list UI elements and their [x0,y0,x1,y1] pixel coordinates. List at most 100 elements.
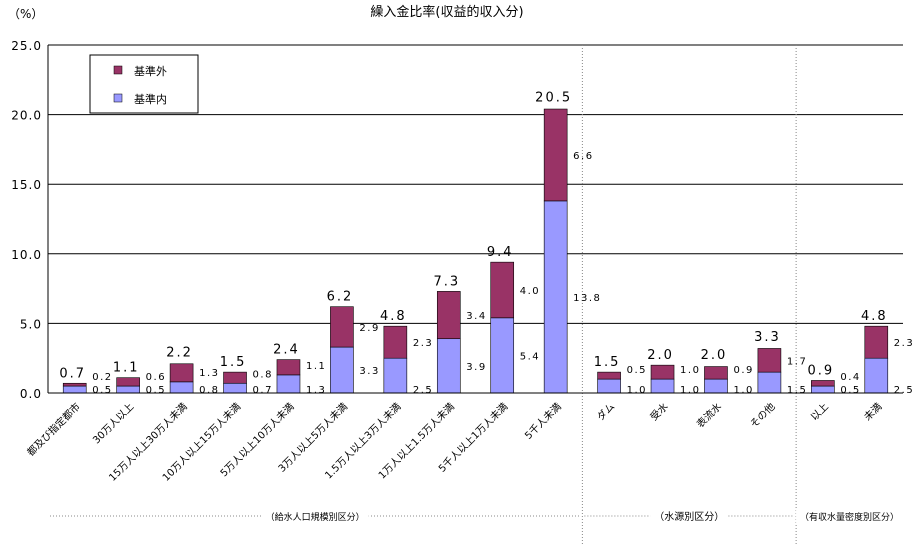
bar-segment-inside [276,374,301,394]
group-label-bg [261,508,369,524]
segment-value-label: 1.0 [627,385,647,396]
x-tick-label: 未満 [862,401,885,424]
segment-value-label: 2.3 [413,338,433,349]
bar-segment-inside [223,382,247,394]
segment-value-label: 2.5 [894,385,914,396]
segment-value-label: 1.0 [680,385,700,396]
bar-segment-outside [811,380,835,387]
segment-value-label: 1.3 [306,385,326,396]
legend-label-outside: 基準外 [134,64,167,78]
y-tick-label: 15.0 [11,178,42,192]
total-value-label: 2.2 [166,345,193,360]
bar-segment-outside [436,291,461,340]
group-label-bg [796,508,904,524]
bar-segment-outside [597,371,621,380]
unit-label: （%） [8,7,43,21]
total-value-label: 4.8 [380,309,407,324]
bar-segment-outside [116,377,140,387]
bar-segment-inside [169,381,194,394]
segment-value-label: 1.0 [733,385,753,396]
segment-value-label: 0.5 [840,385,860,396]
legend-label-inside: 基準内 [134,92,167,106]
group-label-bg [650,508,729,524]
segment-value-label: 0.4 [840,372,860,383]
bar-segment-inside [757,371,782,394]
data-labels: 0.50.20.70.50.61.10.81.32.20.70.81.51.31… [59,91,914,396]
x-tick-label: 受水 [648,401,671,424]
legend-box [89,54,199,114]
bar-segment-outside [62,382,87,387]
x-tick-label: 表流水 [694,400,724,430]
segment-value-label: 3.9 [466,362,486,373]
legend-swatch-inside [113,93,123,103]
segment-value-label: 0.8 [253,369,273,380]
segment-value-label: 6.6 [573,151,593,162]
segment-value-label: 3.4 [466,311,486,322]
segment-value-label: 1.5 [787,385,807,396]
bar-segment-outside [543,108,568,202]
group-dividers [581,45,797,545]
segment-value-label: 0.5 [92,385,112,396]
bar-segment-inside [116,385,140,394]
bar-segment-outside [223,371,247,384]
total-value-label: 1.5 [594,355,621,370]
total-value-label: 0.9 [808,363,835,378]
y-tick-label: 5.0 [20,317,42,331]
segment-value-label: 2.9 [359,323,379,334]
y-tick-label: 0.0 [20,387,42,401]
bar-segment-inside [650,378,675,394]
group-label: （水源別区分） [654,510,724,523]
total-value-label: 7.3 [433,274,460,289]
total-value-label: 3.3 [754,330,781,345]
x-axis: 都及び指定都市 30万人以上15万人以上30万人未満10万人以上15万人未満5万人… [24,392,903,484]
legend-swatch-outside [113,65,123,75]
bar-segment-outside [330,306,354,348]
bar-segment-outside [757,348,782,373]
segment-value-label: 1.7 [787,356,807,367]
x-tick-label: その他 [747,400,777,430]
bar-segment-inside [543,200,568,394]
x-tick-label: ダム [594,400,617,423]
group-labels: （給水人口規模別区分） （水源別区分） （有収水量密度別区分） [50,508,904,524]
segment-value-label: 0.6 [146,372,166,383]
bar-segment-outside [276,359,301,376]
bar-segment-inside [62,385,87,394]
segment-value-label: 0.5 [146,385,166,396]
segment-value-label: 5.4 [520,351,540,362]
segment-value-label: 1.3 [199,368,219,379]
segment-value-label: 4.0 [520,286,540,297]
total-value-label: 1.5 [220,355,247,370]
bar-segment-outside [704,366,728,380]
group-label: （有収水量密度別区分） [800,511,899,523]
total-value-label: 0.7 [59,366,86,381]
y-tick-label: 20.0 [11,109,42,123]
segment-value-label: 0.2 [92,372,112,383]
bar-segment-inside [704,378,728,394]
y-tick-label: 10.0 [11,248,42,262]
bar-segment-inside [864,357,889,394]
total-value-label: 2.0 [701,348,728,363]
segment-value-label: 3.3 [359,366,379,377]
bar-segment-inside [330,346,354,394]
bar-segment-outside [383,325,408,359]
group-label: （給水人口規模別区分） [266,511,365,523]
segment-value-label: 13.8 [573,293,601,304]
segment-value-label: 0.9 [733,365,753,376]
x-tick-label: 以上 [808,401,831,424]
total-value-label: 1.1 [113,361,140,376]
bar-segment-outside [864,325,889,359]
segment-value-label: 2.5 [413,385,433,396]
bar-segment-inside [811,385,835,394]
x-tick-label: 都及び指定都市 [24,400,83,459]
segment-value-label: 2.3 [894,338,914,349]
legend: 基準外 基準内 [89,54,199,114]
total-value-label: 4.8 [861,309,888,324]
total-value-label: 9.4 [487,245,514,260]
total-value-label: 2.4 [273,343,300,358]
x-tick-label: 30万人以上 [91,401,137,447]
bars [62,108,889,394]
total-value-label: 20.5 [535,91,572,106]
x-tick-label: 5千人未満 [523,401,564,442]
segment-value-label: 1.0 [680,365,700,376]
